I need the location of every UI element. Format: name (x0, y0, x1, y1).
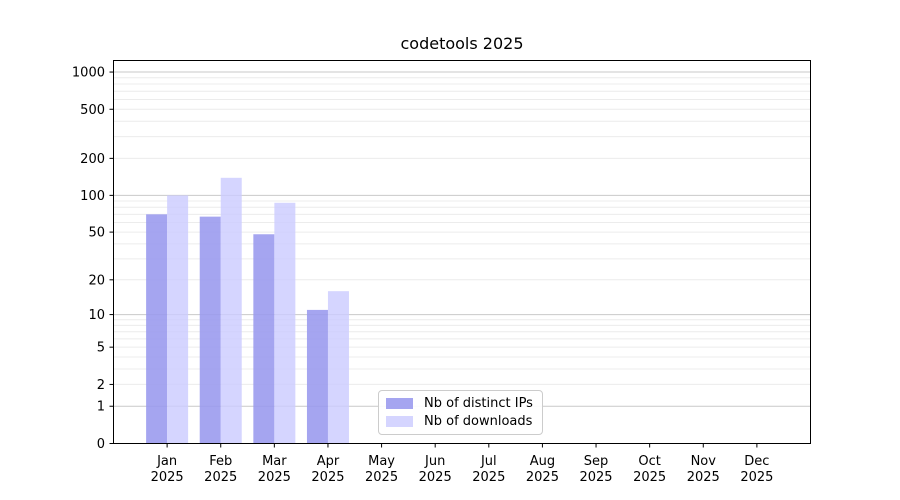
legend: Nb of distinct IPs Nb of downloads (378, 390, 543, 435)
svg-text:2025: 2025 (472, 470, 505, 485)
svg-text:Jan: Jan (156, 454, 177, 469)
svg-text:2025: 2025 (365, 470, 398, 485)
svg-text:Oct: Oct (638, 454, 660, 469)
legend-label-downloads: Nb of downloads (424, 413, 533, 429)
svg-text:Dec: Dec (744, 454, 769, 469)
svg-text:1: 1 (97, 400, 105, 415)
svg-text:1000: 1000 (72, 66, 105, 81)
svg-text:2025: 2025 (151, 470, 184, 485)
svg-text:2025: 2025 (579, 470, 612, 485)
svg-text:Jun: Jun (424, 454, 445, 469)
legend-swatch-distinct-ips (386, 398, 413, 410)
svg-text:10: 10 (88, 308, 105, 323)
svg-text:2025: 2025 (204, 470, 237, 485)
chart-title: codetools 2025 (400, 34, 524, 53)
svg-text:2025: 2025 (419, 470, 452, 485)
svg-text:2025: 2025 (311, 470, 344, 485)
svg-text:200: 200 (80, 152, 105, 167)
legend-swatch-downloads (386, 415, 413, 427)
legend-label-distinct-ips: Nb of distinct IPs (424, 396, 533, 412)
svg-text:Apr: Apr (317, 454, 340, 469)
svg-text:2025: 2025 (740, 470, 773, 485)
svg-text:50: 50 (88, 226, 105, 241)
svg-text:Aug: Aug (530, 454, 555, 469)
svg-text:Jul: Jul (480, 454, 497, 469)
legend-item-distinct-ips: Nb of distinct IPs (386, 395, 534, 413)
svg-text:Mar: Mar (262, 454, 287, 469)
svg-text:2025: 2025 (687, 470, 720, 485)
svg-text:0: 0 (97, 437, 105, 452)
svg-text:Sep: Sep (584, 454, 609, 469)
legend-item-downloads: Nb of downloads (386, 413, 534, 431)
svg-text:20: 20 (88, 273, 105, 288)
svg-text:2025: 2025 (633, 470, 666, 485)
svg-text:Feb: Feb (209, 454, 232, 469)
svg-text:2: 2 (97, 378, 105, 393)
svg-text:May: May (368, 454, 395, 469)
svg-text:2025: 2025 (258, 470, 291, 485)
svg-text:500: 500 (80, 103, 105, 118)
svg-text:100: 100 (80, 189, 105, 204)
svg-text:5: 5 (97, 341, 105, 356)
svg-text:2025: 2025 (526, 470, 559, 485)
svg-text:Nov: Nov (691, 454, 717, 469)
